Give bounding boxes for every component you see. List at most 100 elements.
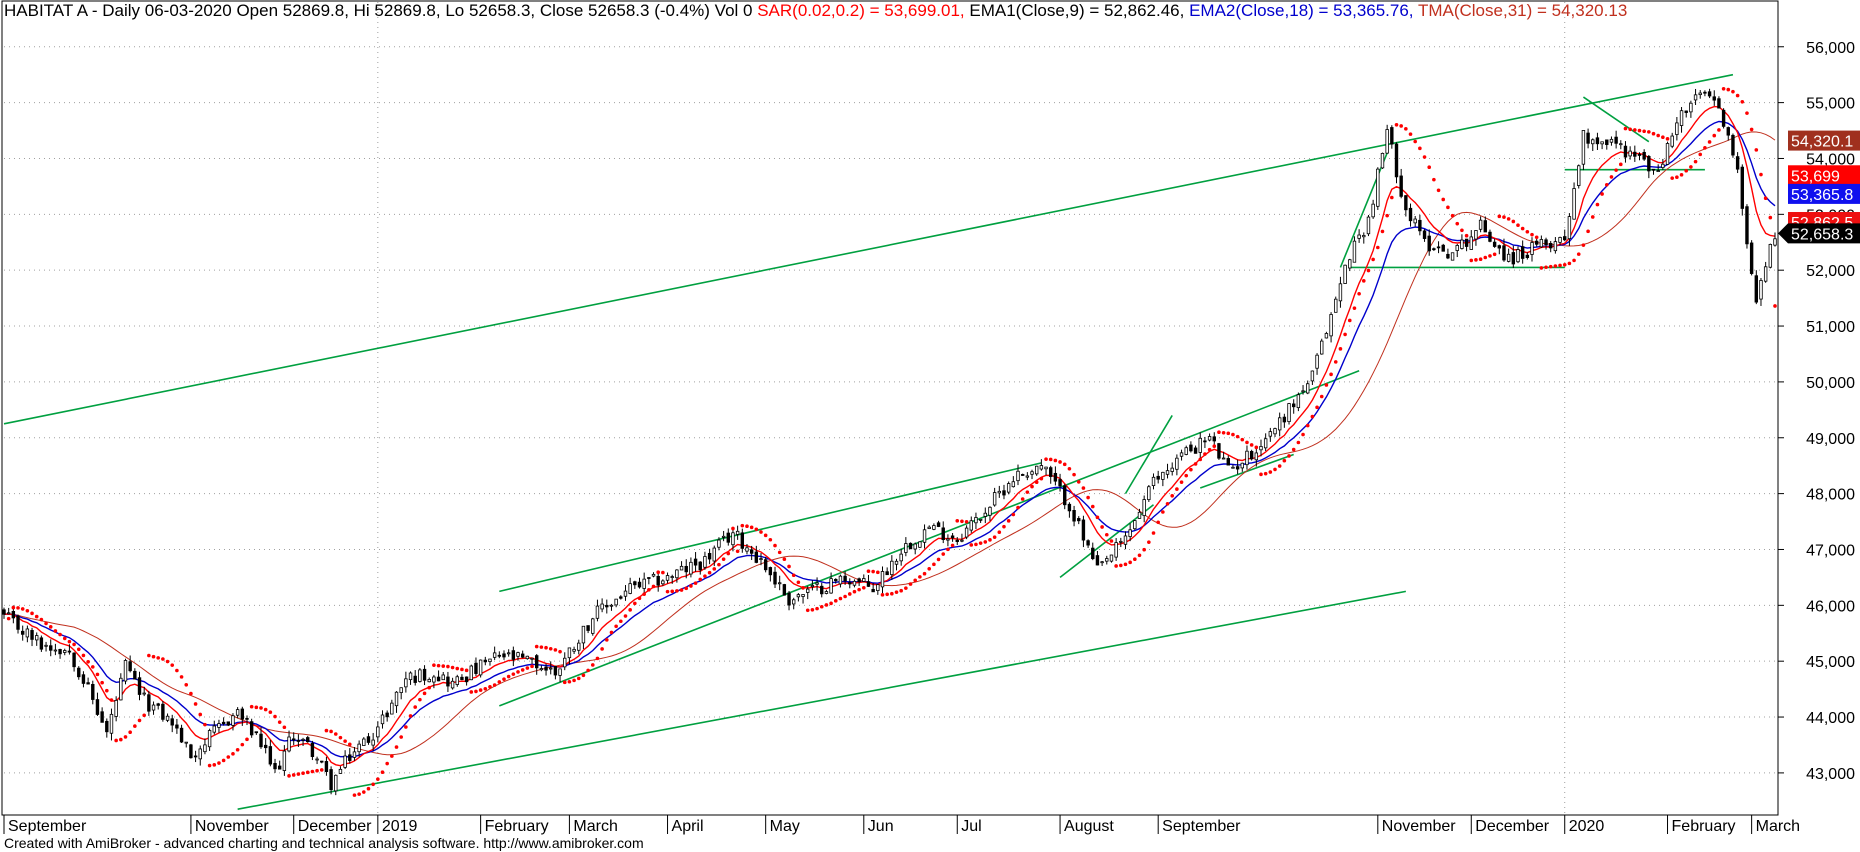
candle-body [675, 569, 679, 579]
sar-dot [1562, 262, 1567, 267]
trendline [1124, 415, 1173, 495]
sar-dot [1534, 235, 1539, 240]
candle-body [1002, 490, 1006, 496]
candle-body [815, 582, 819, 585]
candle-body [81, 674, 86, 684]
sar-dot [1460, 228, 1464, 233]
sar-dot [1628, 127, 1632, 132]
candle-body [376, 726, 380, 738]
y-tick-label: 49,000 [1806, 431, 1855, 448]
candle-body [1273, 428, 1277, 435]
x-tick-label: Jun [868, 818, 894, 835]
sar-dot [1207, 447, 1212, 452]
sar-dot [1525, 229, 1530, 234]
candle-body [1030, 471, 1034, 475]
candle-body [763, 559, 768, 571]
candle-body [1306, 383, 1310, 394]
candle-body [380, 714, 385, 725]
sar-dot [1133, 557, 1137, 562]
sar-dot [1548, 264, 1553, 269]
sar-dot [474, 689, 478, 694]
sar-dot [371, 782, 375, 787]
sar-dot [1590, 215, 1595, 219]
sar-dot [969, 543, 974, 547]
candle-body [175, 724, 179, 729]
candle-body [969, 520, 973, 531]
candle-body [11, 611, 16, 619]
candle-body [1263, 438, 1268, 449]
candle-body [1020, 474, 1025, 476]
candle-body [1549, 243, 1553, 249]
candle-body [436, 676, 441, 682]
sar-dot [726, 551, 731, 556]
sar-dot [1511, 219, 1516, 224]
candle-body [964, 527, 969, 538]
candle-body [1455, 245, 1459, 251]
sar-dot [703, 574, 707, 578]
sar-dot [941, 552, 946, 556]
candle-body [1324, 333, 1329, 339]
candle-body [189, 744, 193, 759]
candle-body [1254, 452, 1259, 461]
sar-dot [1114, 564, 1118, 568]
sar-dot [1413, 139, 1417, 144]
candle-body [567, 647, 572, 659]
candle-body [277, 765, 282, 770]
candle-body [1581, 130, 1586, 165]
sar-dot [1198, 457, 1203, 462]
sar-dot [394, 745, 399, 749]
candle-body [1193, 447, 1198, 454]
sar-dot [20, 607, 25, 611]
candle-body [609, 604, 614, 607]
candle-body [114, 699, 118, 717]
sar-dot [1231, 432, 1235, 437]
sar-dot [665, 589, 670, 594]
sar-dot [1502, 215, 1506, 219]
candle-body [535, 655, 539, 669]
sar-dot [170, 663, 175, 667]
sar-dot [1193, 462, 1198, 466]
candle-body [1058, 479, 1062, 487]
chart-header: HABITAT A - Daily 06-03-2020 Open 52869.… [4, 1, 1627, 20]
candle-body [1502, 245, 1506, 261]
sar-dot [516, 670, 520, 674]
candle-body [460, 676, 464, 681]
sar-dot [1310, 414, 1315, 419]
sar-dot [614, 624, 618, 629]
candle-body [133, 670, 137, 680]
sar-dot [534, 644, 539, 649]
candle-body [207, 730, 212, 748]
sar-dot [137, 718, 142, 723]
candle-body [282, 750, 287, 771]
sar-dot [1371, 257, 1375, 262]
candle-body [834, 578, 838, 582]
sar-dot [1333, 360, 1338, 364]
sar-dot [637, 596, 642, 601]
sar-dot [1530, 232, 1534, 237]
candle-body [591, 618, 595, 634]
candle-body [1114, 542, 1118, 558]
sar-dot [974, 542, 978, 547]
candle-body [128, 661, 132, 672]
candle-body [1558, 237, 1562, 243]
candle-body [647, 577, 651, 579]
candle-body [193, 755, 198, 758]
candle-body [268, 746, 273, 765]
candle-body [123, 660, 128, 682]
sar-dot [857, 587, 861, 592]
sar-dot [782, 557, 787, 561]
sar-dot [16, 606, 20, 610]
sar-dot [1656, 133, 1660, 138]
x-tick-label: December [298, 818, 372, 835]
sar-dot [44, 621, 48, 626]
sar-dot [1647, 130, 1651, 134]
sar-dot [296, 772, 301, 776]
candle-body [1749, 242, 1754, 274]
candle-body [1334, 298, 1338, 313]
sar-dot [446, 664, 450, 669]
candle-body [1179, 452, 1184, 457]
sar-dot [161, 657, 165, 661]
sar-dot [1076, 480, 1081, 484]
sar-dot [1520, 226, 1525, 231]
x-tick-label: 2019 [382, 818, 418, 835]
